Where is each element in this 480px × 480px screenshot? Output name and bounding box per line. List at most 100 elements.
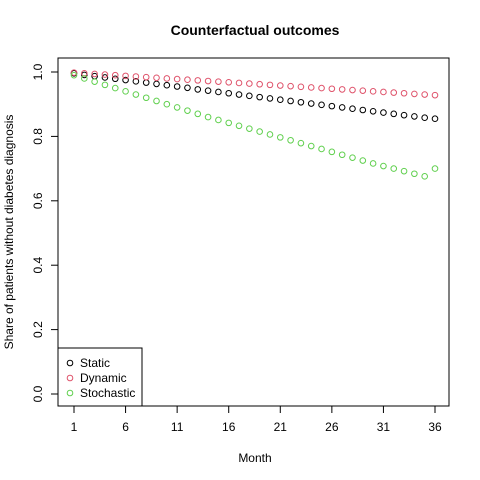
data-point bbox=[400, 167, 408, 175]
data-point bbox=[256, 93, 263, 101]
data-point bbox=[215, 88, 222, 96]
data-point bbox=[70, 69, 78, 76]
data-point bbox=[173, 75, 181, 83]
data-point bbox=[215, 116, 222, 124]
data-point bbox=[111, 84, 119, 92]
legend-marker bbox=[66, 359, 74, 367]
data-point bbox=[81, 75, 88, 82]
data-point bbox=[163, 100, 171, 108]
y-tick-label: 1.0 bbox=[31, 63, 45, 80]
data-point bbox=[225, 89, 233, 97]
legend-box bbox=[57, 347, 143, 407]
data-point bbox=[194, 77, 202, 84]
data-point bbox=[287, 97, 294, 105]
data-point bbox=[215, 78, 222, 85]
data-point bbox=[349, 154, 356, 161]
data-point bbox=[101, 74, 109, 81]
y-tick-label: 0.6 bbox=[31, 192, 45, 209]
data-point bbox=[421, 91, 428, 98]
data-point bbox=[359, 106, 367, 114]
data-point bbox=[338, 86, 346, 93]
data-point bbox=[318, 145, 325, 153]
data-point bbox=[328, 85, 336, 93]
data-point bbox=[142, 73, 150, 81]
data-points bbox=[70, 69, 439, 180]
data-point bbox=[91, 70, 98, 78]
data-point bbox=[276, 82, 284, 89]
data-point bbox=[122, 88, 129, 95]
data-point bbox=[246, 80, 253, 87]
data-point bbox=[369, 107, 377, 115]
x-tick-label: 6 bbox=[122, 420, 129, 434]
data-point bbox=[132, 78, 140, 85]
data-point bbox=[70, 71, 78, 79]
data-point bbox=[328, 148, 336, 156]
legend-label: Dynamic bbox=[80, 371, 127, 385]
data-point bbox=[153, 74, 160, 82]
data-point bbox=[173, 83, 181, 90]
data-point bbox=[235, 79, 243, 87]
series-dynamic bbox=[70, 69, 439, 99]
data-point bbox=[369, 160, 377, 167]
data-point bbox=[184, 76, 191, 84]
y-tick-label: 0.8 bbox=[31, 128, 45, 145]
data-point bbox=[338, 151, 346, 159]
data-point bbox=[256, 80, 263, 88]
data-point bbox=[297, 83, 305, 91]
data-point bbox=[349, 86, 356, 94]
data-point bbox=[359, 87, 367, 94]
data-point bbox=[359, 157, 367, 164]
data-point bbox=[184, 107, 191, 114]
legend-marker bbox=[66, 389, 74, 397]
data-point bbox=[204, 87, 212, 94]
data-point bbox=[266, 81, 274, 89]
data-point bbox=[338, 104, 346, 111]
legend-label: Static bbox=[80, 356, 110, 370]
data-point bbox=[390, 165, 398, 172]
data-point bbox=[256, 128, 263, 135]
data-point bbox=[287, 82, 294, 90]
data-point bbox=[369, 88, 377, 95]
data-point bbox=[400, 111, 408, 119]
data-point bbox=[431, 115, 439, 122]
data-point bbox=[390, 89, 398, 96]
data-point bbox=[349, 105, 356, 113]
x-tick-label: 1 bbox=[71, 420, 78, 434]
data-point bbox=[307, 142, 315, 150]
y-tick-label: 0.4 bbox=[31, 257, 45, 274]
legend-marker bbox=[66, 374, 74, 382]
data-point bbox=[307, 84, 315, 91]
legend-label: Stochastic bbox=[80, 386, 135, 400]
data-point bbox=[421, 173, 428, 180]
data-point bbox=[194, 86, 202, 93]
data-point bbox=[153, 80, 160, 88]
data-point bbox=[101, 81, 109, 89]
data-point bbox=[266, 131, 274, 138]
x-tick-label: 31 bbox=[377, 420, 391, 434]
y-axis: 0.0 0.2 0.4 0.6 0.8 1.0 bbox=[31, 63, 59, 402]
data-point bbox=[380, 109, 387, 116]
data-point bbox=[225, 119, 233, 127]
chart-title: Counterfactual outcomes bbox=[171, 22, 340, 38]
data-point bbox=[122, 76, 129, 84]
data-point bbox=[266, 95, 274, 102]
x-tick-label: 21 bbox=[274, 420, 288, 434]
data-point bbox=[276, 96, 284, 103]
data-point bbox=[111, 75, 119, 83]
data-point bbox=[318, 101, 325, 109]
data-point bbox=[380, 88, 387, 96]
data-point bbox=[173, 104, 181, 111]
data-point bbox=[276, 134, 284, 141]
data-point bbox=[400, 89, 408, 97]
data-point bbox=[318, 84, 325, 92]
data-point bbox=[411, 90, 418, 98]
data-point bbox=[132, 73, 140, 80]
data-point bbox=[153, 97, 160, 105]
data-point bbox=[225, 79, 233, 86]
data-point bbox=[235, 122, 243, 130]
data-point bbox=[246, 92, 253, 100]
x-tick-label: 26 bbox=[325, 420, 339, 434]
data-point bbox=[411, 170, 418, 178]
